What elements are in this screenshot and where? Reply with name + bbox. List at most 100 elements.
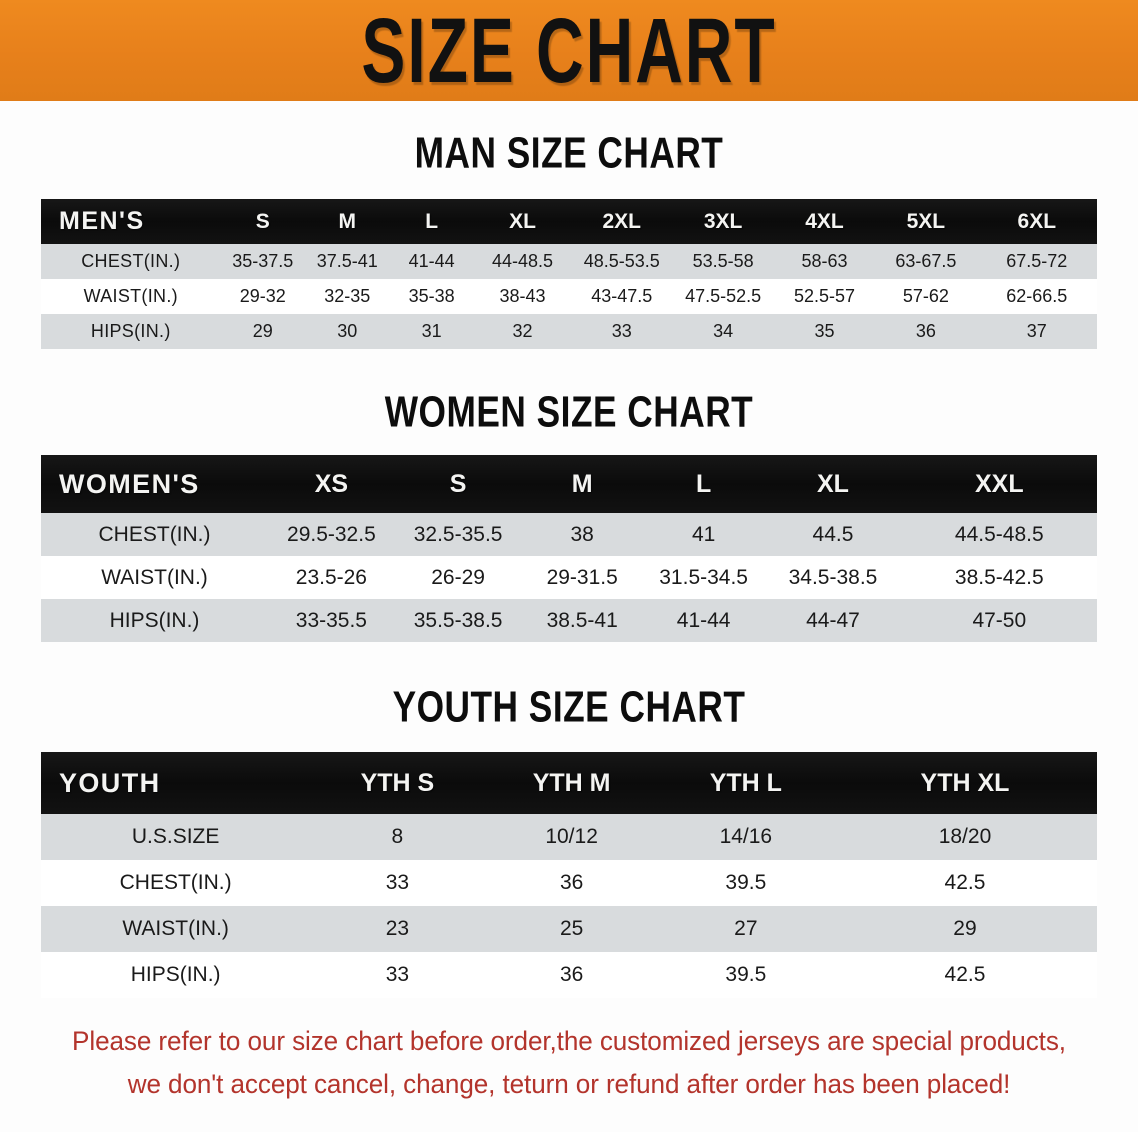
table-cell: 41 xyxy=(691,522,716,546)
table-cell: 47-50 xyxy=(972,608,1027,632)
youth-row-label-waist: WAIST(IN.) xyxy=(122,917,229,940)
table-cell: 33 xyxy=(385,963,410,986)
man-table-body: CHEST(IN.) 35-37.5 37.5-41 41-44 44-48.5… xyxy=(41,244,1097,349)
table-cell: 27 xyxy=(734,917,758,940)
table-cell: 63-67.5 xyxy=(895,251,957,271)
table-cell: 25 xyxy=(559,917,584,940)
youth-header-label: YOUTH xyxy=(59,767,161,798)
table-cell: 31.5-34.5 xyxy=(659,565,748,589)
table-cell: 44.5-48.5 xyxy=(954,522,1044,546)
man-col-4xl: 4XL xyxy=(805,209,844,233)
table-cell: 44.5 xyxy=(812,522,854,546)
disclaimer-line-2: we don't accept cancel, change, teturn o… xyxy=(127,1068,1011,1099)
youth-table-wrap: YOUTH YTH S YTH M YTH L YTH XL U.S.SIZE … xyxy=(41,752,1097,998)
table-row: HIPS(IN.) 29 30 31 32 33 34 35 36 37 xyxy=(41,314,1097,349)
disclaimer-note: Please refer to our size chart before or… xyxy=(27,1020,1111,1106)
table-cell: 23 xyxy=(385,917,410,940)
women-header-label: WOMEN'S xyxy=(59,468,200,499)
table-cell: 39.5 xyxy=(725,963,767,986)
table-cell: 30 xyxy=(337,321,358,341)
table-row: HIPS(IN.) 33 36 39.5 42.5 xyxy=(41,952,1097,998)
table-cell: 33 xyxy=(611,321,632,341)
table-cell: 39.5 xyxy=(725,871,767,894)
man-col-3xl: 3XL xyxy=(703,209,743,233)
youth-row-label-chest: CHEST(IN.) xyxy=(119,871,232,894)
man-header-label: MEN'S xyxy=(59,207,145,235)
women-col-l: L xyxy=(695,469,712,498)
table-cell: 37.5-41 xyxy=(316,251,378,271)
table-cell: 36 xyxy=(559,871,584,894)
table-cell: 57-62 xyxy=(902,286,949,306)
youth-table-body: U.S.SIZE 8 10/12 14/16 18/20 CHEST(IN.) … xyxy=(41,814,1097,998)
table-cell: 35 xyxy=(814,321,835,341)
man-size-table: MEN'S S M L XL 2XL 3XL 4XL 5XL 6XL CHEST… xyxy=(41,199,1097,349)
youth-col-s: YTH S xyxy=(360,768,435,797)
table-row: CHEST(IN.) 33 36 39.5 42.5 xyxy=(41,860,1097,906)
table-cell: 33 xyxy=(385,871,410,894)
table-cell: 47.5-52.5 xyxy=(685,286,762,306)
table-cell: 48.5-53.5 xyxy=(583,251,660,271)
table-cell: 44-47 xyxy=(806,608,860,632)
table-cell: 29.5-32.5 xyxy=(287,522,376,546)
table-cell: 32.5-35.5 xyxy=(413,522,503,546)
table-cell: 35.5-38.5 xyxy=(413,608,503,632)
women-section-title: WOMEN SIZE CHART xyxy=(384,386,754,437)
disclaimer-line-1: Please refer to our size chart before or… xyxy=(72,1026,1066,1056)
table-cell: 37 xyxy=(1026,321,1047,341)
man-col-l: L xyxy=(425,209,439,233)
table-cell: 38-43 xyxy=(499,286,546,306)
youth-size-table: YOUTH YTH S YTH M YTH L YTH XL U.S.SIZE … xyxy=(41,752,1097,998)
man-col-6xl: 6XL xyxy=(1017,209,1057,233)
man-col-xl: XL xyxy=(509,209,536,233)
table-cell: 36 xyxy=(559,963,584,986)
table-cell: 34 xyxy=(713,321,734,341)
table-row: WAIST(IN.) 29-32 32-35 35-38 38-43 43-47… xyxy=(41,279,1097,314)
table-cell: 43-47.5 xyxy=(591,286,653,306)
table-cell: 29 xyxy=(953,917,977,940)
man-row-label-chest: CHEST(IN.) xyxy=(81,251,181,271)
table-cell: 62-66.5 xyxy=(1006,286,1068,306)
table-cell: 38 xyxy=(570,522,594,546)
table-cell: 29-31.5 xyxy=(546,565,618,589)
table-cell: 8 xyxy=(391,825,404,848)
man-table-head: MEN'S S M L XL 2XL 3XL 4XL 5XL 6XL xyxy=(41,199,1097,244)
table-cell: 41-44 xyxy=(408,251,455,271)
women-table-wrap: WOMEN'S XS S M L XL XXL CHEST(IN.) 29.5-… xyxy=(41,455,1097,642)
table-cell: 14/16 xyxy=(719,825,773,848)
man-header-row: MEN'S S M L XL 2XL 3XL 4XL 5XL 6XL xyxy=(41,199,1097,244)
women-row-label-hips: HIPS(IN.) xyxy=(109,608,200,632)
table-row: HIPS(IN.) 33-35.5 35.5-38.5 38.5-41 41-4… xyxy=(41,599,1097,642)
youth-section-title: YOUTH SIZE CHART xyxy=(392,681,746,732)
table-cell: 33-35.5 xyxy=(295,608,367,632)
table-cell: 44-48.5 xyxy=(491,251,554,271)
women-col-s: S xyxy=(449,469,467,498)
youth-table-head: YOUTH YTH S YTH M YTH L YTH XL xyxy=(41,752,1097,814)
man-col-2xl: 2XL xyxy=(602,209,641,233)
table-cell: 29 xyxy=(252,321,273,341)
table-cell: 10/12 xyxy=(545,825,598,848)
youth-col-m: YTH M xyxy=(532,768,611,797)
women-table-body: CHEST(IN.) 29.5-32.5 32.5-35.5 38 41 44.… xyxy=(41,513,1097,642)
table-cell: 23.5-26 xyxy=(295,565,367,589)
women-row-label-waist: WAIST(IN.) xyxy=(101,565,208,589)
table-cell: 38.5-42.5 xyxy=(954,565,1044,589)
table-cell: 36 xyxy=(915,321,936,341)
man-row-label-waist: WAIST(IN.) xyxy=(83,286,178,306)
table-cell: 35-37.5 xyxy=(232,251,294,271)
women-size-table: WOMEN'S XS S M L XL XXL CHEST(IN.) 29.5-… xyxy=(41,455,1097,642)
page-banner: SIZE CHART xyxy=(0,0,1138,101)
man-table-wrap: MEN'S S M L XL 2XL 3XL 4XL 5XL 6XL CHEST… xyxy=(41,199,1097,349)
table-cell: 42.5 xyxy=(944,963,986,986)
women-col-xxl: XXL xyxy=(974,469,1024,498)
table-cell: 42.5 xyxy=(944,871,986,894)
table-cell: 41-44 xyxy=(676,608,731,632)
youth-col-xl: YTH XL xyxy=(920,768,1010,797)
table-cell: 53.5-58 xyxy=(692,251,754,271)
youth-header-row: YOUTH YTH S YTH M YTH L YTH XL xyxy=(41,752,1097,814)
table-row: CHEST(IN.) 29.5-32.5 32.5-35.5 38 41 44.… xyxy=(41,513,1097,556)
table-cell: 34.5-38.5 xyxy=(788,565,878,589)
table-cell: 26-29 xyxy=(431,565,485,589)
table-cell: 35-38 xyxy=(408,286,455,306)
man-col-s: S xyxy=(255,209,270,233)
